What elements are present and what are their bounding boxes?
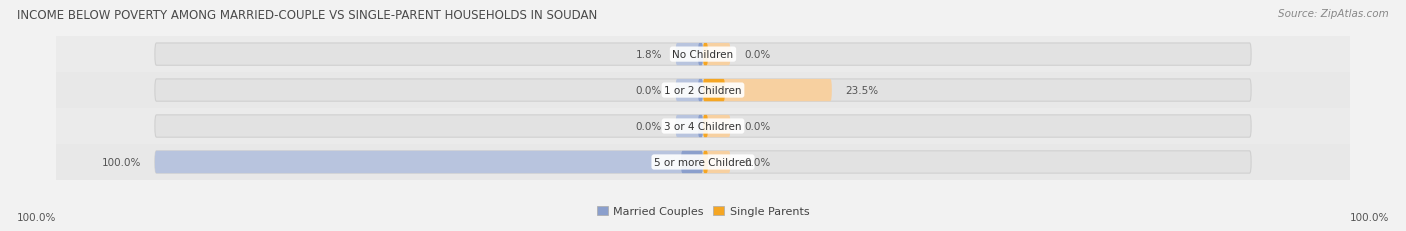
Text: 5 or more Children: 5 or more Children: [654, 157, 752, 167]
Text: 0.0%: 0.0%: [744, 50, 770, 60]
FancyBboxPatch shape: [56, 73, 1350, 109]
FancyBboxPatch shape: [703, 79, 725, 102]
Text: 0.0%: 0.0%: [744, 157, 770, 167]
Text: 100.0%: 100.0%: [101, 157, 141, 167]
FancyBboxPatch shape: [56, 37, 1350, 73]
Legend: Married Couples, Single Parents: Married Couples, Single Parents: [592, 201, 814, 220]
Text: INCOME BELOW POVERTY AMONG MARRIED-COUPLE VS SINGLE-PARENT HOUSEHOLDS IN SOUDAN: INCOME BELOW POVERTY AMONG MARRIED-COUPL…: [17, 9, 598, 22]
Text: 0.0%: 0.0%: [636, 86, 662, 96]
Text: No Children: No Children: [672, 50, 734, 60]
Text: 100.0%: 100.0%: [1350, 212, 1389, 222]
FancyBboxPatch shape: [155, 115, 1251, 138]
Text: 0.0%: 0.0%: [636, 122, 662, 131]
FancyBboxPatch shape: [56, 109, 1350, 144]
Text: 23.5%: 23.5%: [845, 86, 879, 96]
FancyBboxPatch shape: [703, 79, 832, 102]
FancyBboxPatch shape: [155, 79, 1251, 102]
FancyBboxPatch shape: [703, 115, 730, 138]
FancyBboxPatch shape: [56, 144, 1350, 180]
Text: Source: ZipAtlas.com: Source: ZipAtlas.com: [1278, 9, 1389, 19]
FancyBboxPatch shape: [703, 44, 730, 66]
FancyBboxPatch shape: [697, 115, 703, 138]
FancyBboxPatch shape: [703, 115, 709, 138]
FancyBboxPatch shape: [703, 151, 709, 173]
Text: 100.0%: 100.0%: [17, 212, 56, 222]
Text: 0.0%: 0.0%: [744, 122, 770, 131]
FancyBboxPatch shape: [697, 79, 703, 102]
FancyBboxPatch shape: [676, 79, 703, 102]
FancyBboxPatch shape: [703, 151, 730, 173]
Text: 3 or 4 Children: 3 or 4 Children: [664, 122, 742, 131]
FancyBboxPatch shape: [681, 151, 703, 173]
FancyBboxPatch shape: [676, 115, 703, 138]
FancyBboxPatch shape: [676, 44, 703, 66]
FancyBboxPatch shape: [155, 151, 1251, 173]
FancyBboxPatch shape: [703, 44, 709, 66]
FancyBboxPatch shape: [155, 44, 1251, 66]
Text: 1 or 2 Children: 1 or 2 Children: [664, 86, 742, 96]
FancyBboxPatch shape: [155, 151, 703, 173]
FancyBboxPatch shape: [697, 44, 703, 66]
Text: 1.8%: 1.8%: [636, 50, 662, 60]
